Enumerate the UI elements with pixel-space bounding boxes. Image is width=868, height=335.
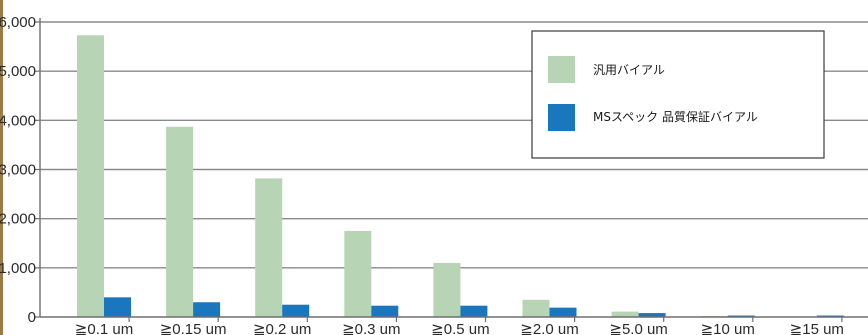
bar-ms-spec-vial	[282, 304, 310, 317]
y-axis: 0 1,000 2,000 3,000 4,000 5,000 6,000	[0, 14, 40, 326]
legend-swatch-ms-spec-vial	[548, 104, 575, 131]
bar-general-vial	[344, 230, 372, 317]
x-tick-label: ≧10 um	[701, 321, 755, 335]
legend-box	[531, 30, 825, 159]
bar-ms-spec-vial	[816, 315, 844, 317]
y-tick-label: 1,000	[0, 260, 36, 277]
bar-ms-spec-vial	[371, 305, 399, 317]
x-tick-label: ≧0.15 um	[160, 321, 227, 335]
bar-ms-spec-vial	[638, 313, 666, 317]
bar-general-vial	[611, 311, 639, 317]
x-tick-label: ≧0.2 um	[253, 321, 311, 335]
y-tick-label: 2,000	[0, 211, 36, 228]
x-tick-label: ≧0.3 um	[342, 321, 400, 335]
bar-ms-spec-vial	[727, 315, 755, 317]
bar-ms-spec-vial	[549, 307, 577, 317]
bar-ms-spec-vial	[104, 297, 131, 317]
bar-general-vial	[255, 178, 283, 317]
x-tick-label: ≧5.0 um	[609, 321, 667, 335]
x-axis: ≧0.1 um ≧0.15 um ≧0.2 um ≧0.3 um ≧0.5 um ≧2.0…	[75, 317, 844, 335]
y-tick-label: 3,000	[0, 162, 36, 179]
left-edge-accent	[0, 0, 3, 335]
y-tick-label: 4,000	[0, 112, 36, 129]
y-tick-label: 5,000	[0, 63, 36, 80]
legend-label-ms-spec-vial: MSスペック 品質保証バイアル	[593, 109, 758, 124]
legend: 汎用バイアル MSスペック 品質保証バイアル	[531, 30, 825, 159]
bar-general-vial	[522, 299, 550, 317]
x-tick-label: ≧15 um	[790, 321, 844, 335]
bar-ms-spec-vial	[460, 305, 488, 317]
bar-general-vial	[166, 126, 194, 317]
x-tick-label: ≧2.0 um	[520, 321, 578, 335]
bar-general-vial	[77, 35, 104, 318]
legend-label-general-vial: 汎用バイアル	[593, 63, 665, 77]
y-tick-label: 0	[28, 309, 36, 326]
bars	[77, 35, 844, 318]
x-tick-label: ≧0.1 um	[75, 321, 133, 335]
y-tick-label: 6,000	[0, 14, 36, 31]
legend-swatch-general-vial	[548, 56, 575, 83]
bar-general-vial	[433, 262, 461, 317]
x-tick-label: ≧0.5 um	[431, 321, 489, 335]
bar-ms-spec-vial	[193, 302, 221, 317]
